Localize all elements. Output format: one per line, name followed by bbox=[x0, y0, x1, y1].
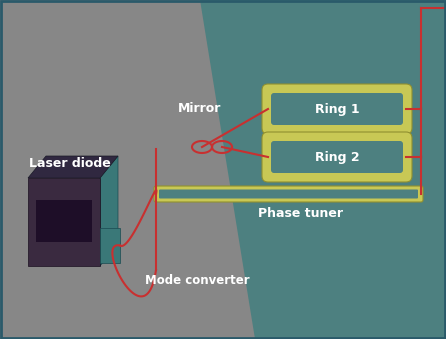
Polygon shape bbox=[28, 156, 118, 178]
Text: Laser diode: Laser diode bbox=[29, 157, 111, 170]
Bar bbox=[36, 200, 92, 242]
Text: Mode converter: Mode converter bbox=[145, 274, 250, 287]
Text: Ring 2: Ring 2 bbox=[315, 151, 359, 163]
FancyBboxPatch shape bbox=[154, 186, 423, 202]
FancyBboxPatch shape bbox=[271, 141, 403, 173]
Bar bbox=[100, 228, 120, 263]
FancyBboxPatch shape bbox=[262, 132, 412, 182]
Bar bbox=[28, 178, 100, 266]
FancyBboxPatch shape bbox=[271, 93, 403, 125]
FancyBboxPatch shape bbox=[159, 190, 418, 199]
Text: Phase tuner: Phase tuner bbox=[257, 207, 343, 220]
FancyBboxPatch shape bbox=[262, 84, 412, 134]
Text: Mirror: Mirror bbox=[178, 102, 221, 115]
Polygon shape bbox=[200, 0, 446, 339]
Text: Ring 1: Ring 1 bbox=[315, 102, 359, 116]
Polygon shape bbox=[100, 156, 118, 266]
